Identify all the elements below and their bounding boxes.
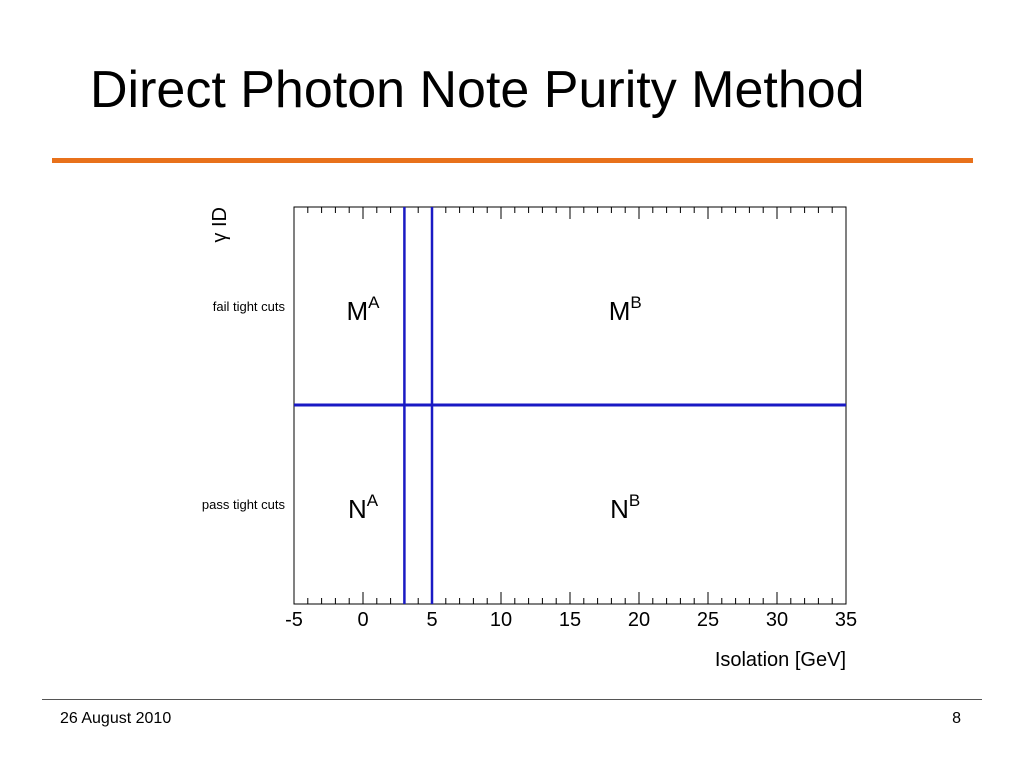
region-label: NB [610,491,640,524]
slide-title: Direct Photon Note Purity Method [90,61,865,119]
footer-date: 26 August 2010 [60,710,172,727]
region-label: MB [609,293,642,326]
page-number: 8 [952,710,961,727]
footer-divider [42,699,982,700]
x-tick-label: 25 [697,609,719,631]
x-tick-label: 5 [426,609,437,631]
x-tick-label: 10 [490,609,512,631]
y-axis-label: γ ID [209,207,231,243]
x-axis-label: Isolation [GeV] [715,649,846,671]
labels-layer: -5 0 5 10 15 20 25 30 35 Isolation [GeV] γ ID fail … [202,207,857,671]
x-tick-label: 35 [835,609,857,631]
region-label: NA [348,491,379,524]
title-underline [52,158,973,163]
x-tick-label: 20 [628,609,650,631]
y-category-label: fail tight cuts [213,299,286,314]
x-tick-label: 0 [357,609,368,631]
x-tick-label: 15 [559,609,581,631]
y-category-label: pass tight cuts [202,497,286,512]
region-label: MA [346,293,380,326]
x-tick-label: -5 [285,609,303,631]
isolation-id-diagram: -5 0 5 10 15 20 25 30 35 Isolation [GeV] γ ID fail … [202,206,857,671]
x-tick-label: 30 [766,609,788,631]
cut-lines-layer [294,207,846,604]
